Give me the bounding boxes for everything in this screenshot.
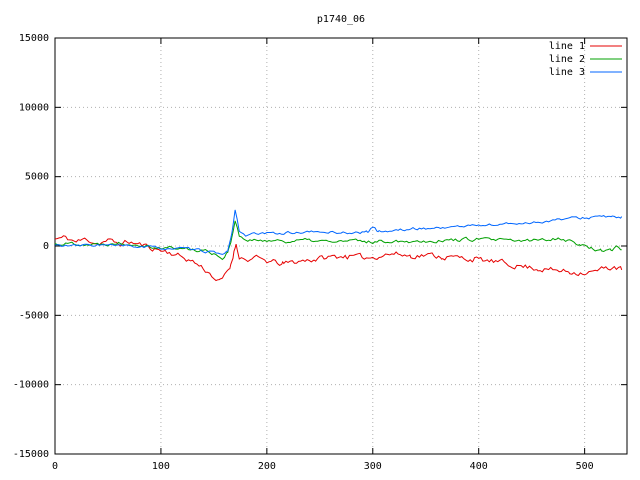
legend-label-line1: line 1 — [549, 41, 585, 52]
chart-title: p1740_06 — [317, 14, 365, 25]
x-tick-label: 500 — [576, 461, 594, 472]
plot-border — [54, 37, 628, 455]
legend-label-line2: line 2 — [549, 54, 585, 65]
y-tick-label: 0 — [43, 241, 49, 252]
y-tick-label: 15000 — [19, 33, 49, 44]
series-line-2 — [54, 220, 622, 261]
y-tick-label: 5000 — [25, 172, 49, 183]
series-line-3 — [54, 209, 623, 255]
legend: line 1 line 2 line 3 — [549, 41, 622, 78]
y-tick-label: -5000 — [19, 310, 49, 321]
axis-tick-labels: 0 100 200 300 400 500 -15000 -10000 -5000 0 5000 10… — [13, 33, 594, 472]
x-tick-label: 100 — [152, 461, 170, 472]
y-tick-label: -15000 — [13, 449, 49, 460]
series-line-1 — [54, 235, 623, 282]
y-tick-label: -10000 — [13, 380, 49, 391]
y-tick-label: 10000 — [19, 102, 49, 113]
x-tick-label: 0 — [52, 461, 58, 472]
x-tick-label: 400 — [470, 461, 488, 472]
x-tick-label: 300 — [364, 461, 382, 472]
axis-ticks — [54, 37, 627, 455]
legend-label-line3: line 3 — [549, 67, 585, 78]
data-series — [54, 209, 623, 282]
x-tick-label: 200 — [258, 461, 276, 472]
